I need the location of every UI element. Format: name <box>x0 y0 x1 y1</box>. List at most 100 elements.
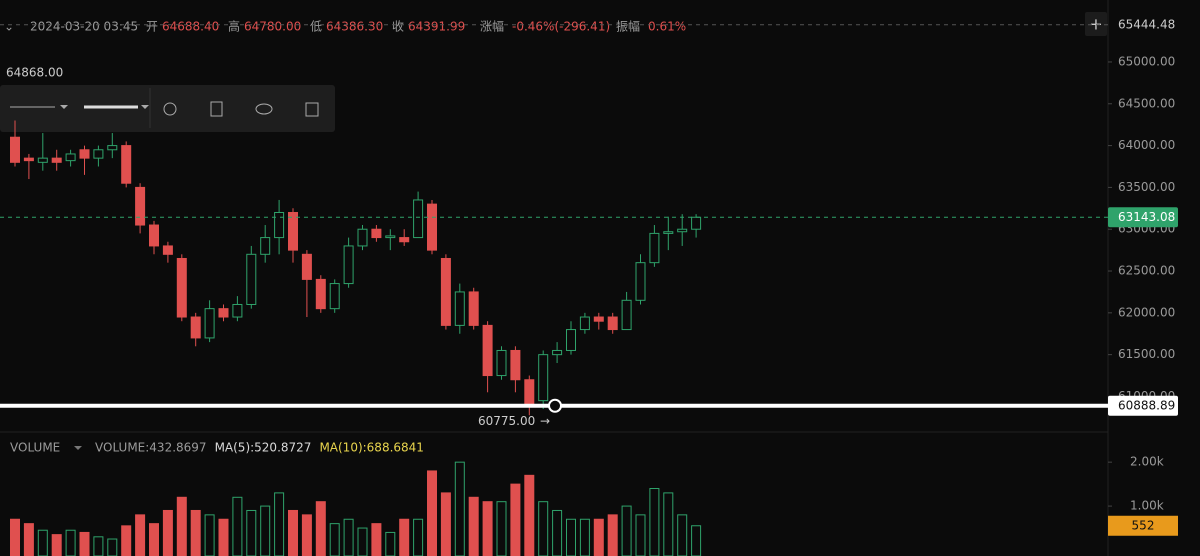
candle-body <box>538 354 549 402</box>
volume-bar <box>510 483 521 556</box>
volume-bar <box>121 525 132 556</box>
settings-icon[interactable] <box>163 102 177 116</box>
dropdown[interactable] <box>74 446 82 450</box>
volume-bar <box>413 518 424 556</box>
candle-body <box>663 231 674 234</box>
dropdown[interactable] <box>141 105 149 109</box>
value: 64386.30 <box>326 20 383 34</box>
volume-bar <box>246 509 257 556</box>
label: 振幅 <box>616 19 640 34</box>
y-tick-label: 65000.00 <box>1118 54 1175 68</box>
candle-body <box>677 228 688 233</box>
candle-body <box>218 308 229 318</box>
volume-bar <box>162 509 173 556</box>
volume-bar <box>204 514 215 556</box>
hline-tag <box>1108 395 1178 416</box>
plus-icon[interactable]: + <box>1089 15 1102 34</box>
candle-body <box>413 199 424 239</box>
volume-bar <box>51 534 62 556</box>
volume-bar <box>454 461 465 556</box>
candle-body <box>468 291 479 326</box>
volume-bar <box>691 525 702 556</box>
candle-body <box>107 145 118 151</box>
candle-body <box>343 245 354 285</box>
candle-body <box>607 316 618 331</box>
volume-legend: VOLUME <box>10 441 82 455</box>
candle-body <box>162 245 173 255</box>
high-mark-label: 64868.00 <box>6 66 63 80</box>
volume-bar <box>482 501 493 556</box>
candle-body <box>524 379 535 406</box>
candle-body <box>649 232 660 264</box>
volume-bar <box>579 518 590 556</box>
candle-body <box>93 149 104 159</box>
volume-bar <box>566 518 576 556</box>
candle-body <box>579 316 590 331</box>
volume-bar <box>538 501 549 556</box>
candle-body <box>385 235 396 239</box>
candle-body <box>135 186 146 226</box>
candle-body <box>65 153 76 162</box>
candle-body <box>260 237 271 255</box>
hline-handle[interactable] <box>548 398 562 413</box>
volume-bar <box>65 529 76 556</box>
candle-body <box>593 316 604 322</box>
candle-body <box>440 257 451 326</box>
volume-bar <box>329 523 340 556</box>
delete-icon[interactable] <box>305 102 319 117</box>
price-label: 65444.48 <box>1118 17 1175 31</box>
volume-bar <box>399 518 410 556</box>
volume-bar <box>427 470 437 556</box>
low-mark-label: 60775.00 <box>478 414 535 428</box>
volume-bar <box>649 488 660 556</box>
candle-body <box>121 145 132 184</box>
legend-entry: VOLUME:432.8697 <box>95 441 207 455</box>
y-tick-label: 2.00k <box>1130 455 1164 469</box>
candle-body <box>357 228 368 247</box>
candle-body <box>315 278 326 310</box>
y-tick-label: 64000.00 <box>1118 138 1175 152</box>
candle-body <box>288 211 298 251</box>
volume-last-label: 552 <box>1132 518 1155 532</box>
value: 0.61% <box>648 20 686 34</box>
candle-body <box>301 253 312 280</box>
volume-bar <box>23 523 34 556</box>
candle-body <box>691 216 702 230</box>
candle-body <box>37 157 48 163</box>
candle-body <box>621 299 632 331</box>
y-tick-label: 64500.00 <box>1118 96 1175 110</box>
value: 64780.00 <box>244 20 301 34</box>
datetime: 2024-03-20 03:45 <box>30 20 138 34</box>
volume-bar <box>440 492 451 556</box>
visibility-icon[interactable] <box>255 103 273 115</box>
low-mark-arrow: → <box>540 414 550 428</box>
drawing-toolbar <box>0 85 335 132</box>
legend-entry: MA(10):688.6841 <box>319 441 424 455</box>
last-price-tag <box>1108 207 1178 228</box>
last-price-label: 63143.08 <box>1118 210 1175 224</box>
volume-bar <box>315 501 326 556</box>
label: 低 <box>310 20 322 34</box>
candle-body <box>190 316 201 339</box>
candle-body <box>10 136 20 163</box>
dropdown[interactable] <box>60 105 68 109</box>
volume-tag <box>1108 515 1178 536</box>
candle-body <box>399 237 410 243</box>
lock-icon[interactable] <box>210 101 223 117</box>
volume-bar <box>496 501 507 556</box>
label: 收 <box>392 20 404 34</box>
volume-bar <box>343 518 354 556</box>
candle-body <box>329 283 340 310</box>
volume-bar <box>635 514 646 556</box>
toolbar-bg <box>0 85 335 132</box>
volume-bar <box>385 531 396 556</box>
y-tick-label: 62000.00 <box>1118 305 1175 319</box>
volume-bar <box>135 514 146 556</box>
volume-bar <box>37 529 48 556</box>
candle-body <box>482 324 493 377</box>
volume-bar <box>190 509 201 556</box>
volume-bar <box>176 496 187 556</box>
add-button[interactable] <box>1085 12 1107 36</box>
